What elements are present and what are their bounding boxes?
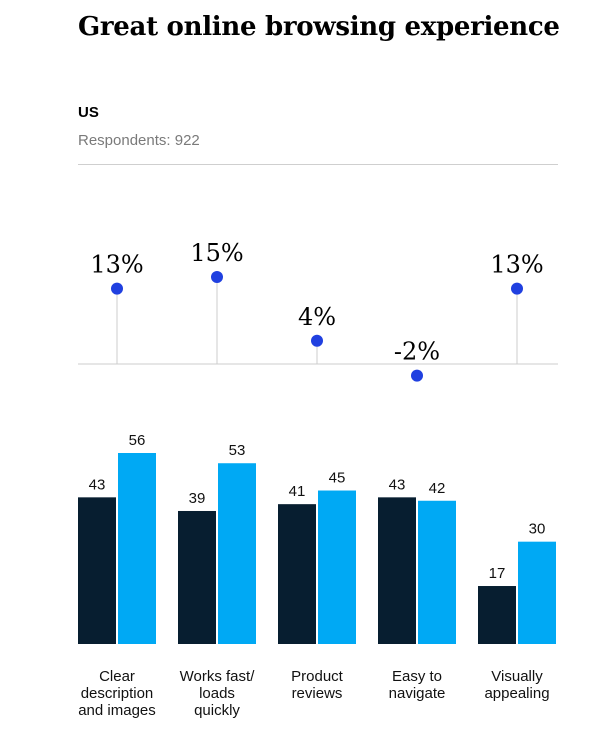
bar <box>78 497 116 644</box>
header-divider <box>78 164 558 165</box>
difference-label: -2% <box>394 338 440 366</box>
bar-value-label: 43 <box>89 476 106 493</box>
bar <box>318 490 356 644</box>
difference-label: 4% <box>298 303 336 331</box>
bar-value-label: 39 <box>189 490 206 507</box>
category-label: Easy to <box>392 668 442 685</box>
category-label: description <box>81 685 154 702</box>
difference-label: 13% <box>90 251 143 279</box>
bar <box>118 453 156 644</box>
bar <box>478 586 516 644</box>
category-label: loads <box>199 685 235 702</box>
difference-label: 15% <box>190 239 243 267</box>
category-label: appealing <box>484 685 549 702</box>
bar-value-label: 56 <box>129 432 146 449</box>
difference-dot <box>311 334 323 347</box>
bar <box>218 463 256 644</box>
bar <box>418 500 456 644</box>
category-label: Clear <box>99 668 135 685</box>
bar <box>518 541 556 644</box>
bar <box>378 497 416 644</box>
difference-dot <box>211 271 223 283</box>
category-label: reviews <box>292 685 343 702</box>
chart-title: Great online browsing experience <box>78 12 560 42</box>
bar-value-label: 41 <box>289 483 306 500</box>
respondents-count: Respondents: 922 <box>78 132 200 149</box>
difference-label: 13% <box>490 251 543 279</box>
category-label: and images <box>78 702 156 719</box>
category-label: Visually <box>491 668 543 685</box>
category-label: Works fast/ <box>180 668 256 685</box>
bar-value-label: 42 <box>429 480 446 497</box>
bar <box>178 510 216 644</box>
difference-dot <box>111 282 123 295</box>
bar-value-label: 45 <box>329 470 346 487</box>
category-label: Product <box>291 668 344 685</box>
category-label: quickly <box>194 702 240 719</box>
category-label: navigate <box>389 685 446 702</box>
bar-value-label: 53 <box>229 442 246 459</box>
bar-value-label: 30 <box>529 521 546 538</box>
region-label: US <box>78 104 99 121</box>
difference-dot <box>411 369 423 382</box>
bar <box>278 504 316 644</box>
bar-value-label: 43 <box>389 476 406 493</box>
bar-value-label: 17 <box>489 565 506 582</box>
difference-dot <box>511 282 523 295</box>
